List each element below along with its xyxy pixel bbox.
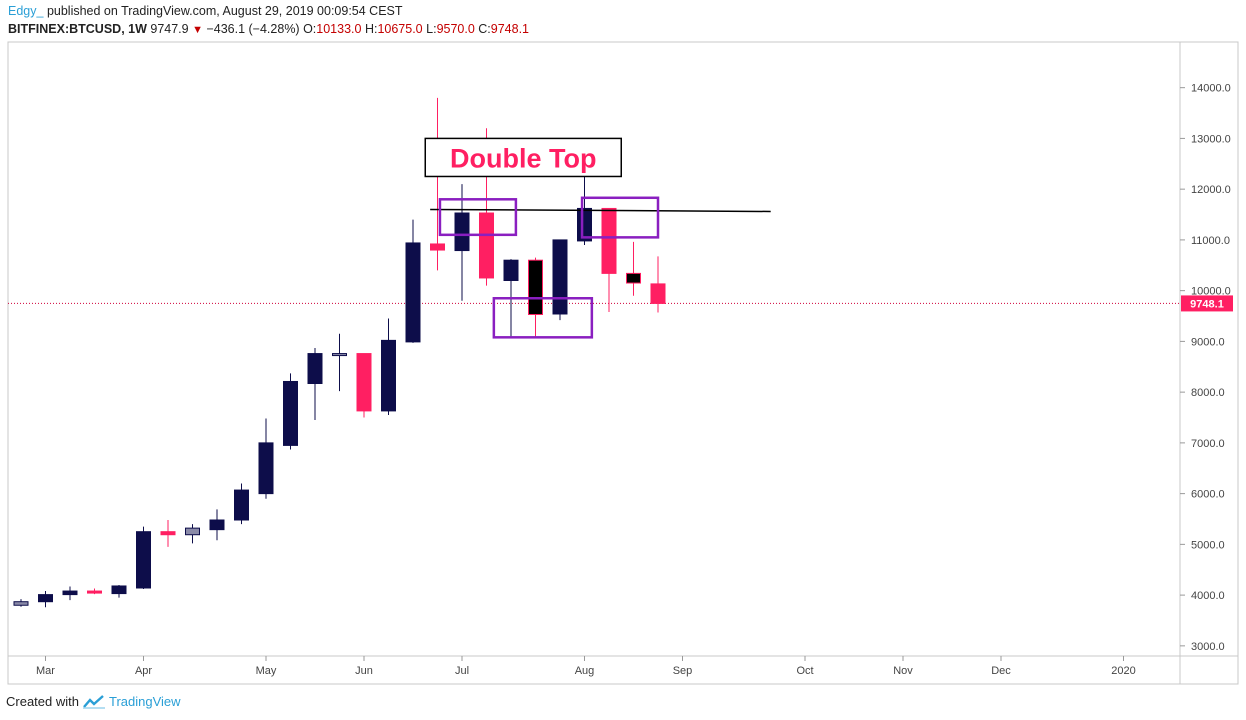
published-text: published on TradingView.com, August 29,… [46, 4, 403, 18]
x-tick-label: May [256, 665, 277, 677]
symbol-name: BITFINEX:BTCUSD, 1W [8, 22, 147, 36]
last-price-tag-text: 9748.1 [1190, 298, 1224, 310]
close-value: 9748.1 [490, 22, 530, 36]
candle-body [577, 207, 592, 242]
low-label: L: [426, 22, 437, 36]
author-link[interactable]: Edgy_ [8, 4, 44, 18]
chart-frame [7, 41, 1239, 685]
time-axis: Mar Apr May Jun Jul Aug Sep Oct Nov Dec 2020 [36, 656, 1136, 677]
open-value: 10133.0 [316, 22, 362, 36]
candle-body [209, 519, 225, 531]
last-price-label: 9748.1 [1181, 295, 1233, 312]
y-tick-label: 7000.0 [1191, 438, 1225, 450]
x-tick-label: 2020 [1111, 665, 1135, 677]
x-tick-label: Nov [893, 665, 913, 677]
y-tick-label: 5000.0 [1191, 539, 1225, 551]
y-tick-label: 3000.0 [1191, 641, 1225, 653]
x-tick-label: Oct [796, 665, 813, 677]
candle-body [503, 259, 519, 281]
candle-body [454, 212, 470, 252]
footer: Created with TradingView [6, 694, 181, 709]
pattern-highlight-box [438, 198, 518, 237]
created-with-text: Created with [6, 694, 79, 709]
candle-body [258, 442, 274, 495]
candle-body [160, 531, 176, 536]
y-tick-label: 9000.0 [1191, 336, 1225, 348]
candle-body [111, 585, 127, 595]
candle-body [601, 207, 617, 274]
publish-info: Edgy_ published on TradingView.com, Augu… [8, 4, 403, 18]
x-tick-label: Mar [36, 665, 55, 677]
candle-body [528, 259, 543, 315]
low-value: 9570.0 [436, 22, 475, 36]
y-tick-label: 11000.0 [1191, 235, 1230, 247]
price-chart[interactable]: 3000.0 4000.0 5000.0 6000.0 7000.0 8000.0 9000… [0, 0, 1246, 690]
pattern-highlight-box [492, 297, 594, 339]
x-tick-label: Apr [135, 665, 152, 677]
high-label: H: [364, 22, 378, 36]
symbol-legend: BITFINEX:BTCUSD, 1W 9747.9 ▼ −436.1 (−4.… [8, 22, 529, 36]
high-value: 10675.0 [377, 22, 423, 36]
close-label: C: [478, 22, 491, 36]
y-tick-label: 10000.0 [1191, 286, 1231, 298]
y-tick-label: 6000.0 [1191, 489, 1225, 501]
candle-body [405, 242, 421, 343]
tradingview-logo-icon [82, 694, 105, 709]
candle-body [307, 353, 323, 385]
candles [13, 97, 666, 608]
y-tick-label: 14000.0 [1191, 83, 1231, 95]
y-tick-label: 4000.0 [1191, 590, 1225, 602]
x-tick-label: Jun [355, 665, 373, 677]
candle-body [62, 590, 78, 596]
candle-body [650, 283, 666, 304]
candle-body [185, 527, 200, 536]
candle-body [87, 590, 102, 594]
x-tick-label: Dec [991, 665, 1011, 677]
candle-body [234, 489, 249, 521]
last-price-value: 9747.9 [150, 22, 189, 36]
open-label: O: [303, 22, 317, 36]
candle-body [13, 601, 29, 606]
price-change: −436.1 (−4.28%) [206, 22, 300, 36]
double-top-title-box [424, 137, 622, 178]
price-axis: 3000.0 4000.0 5000.0 6000.0 7000.0 8000.0 9000… [1180, 83, 1231, 653]
annotations: Double Top [424, 137, 771, 339]
candle-body [332, 353, 347, 357]
last-price-tag [1181, 295, 1233, 312]
candle-body [381, 339, 396, 412]
x-tick-label: Jul [455, 665, 469, 677]
candle-body [136, 531, 151, 589]
y-tick-label: 8000.0 [1191, 387, 1225, 399]
candle-body [38, 594, 53, 603]
tradingview-brand[interactable]: TradingView [108, 694, 181, 709]
candle-body [283, 380, 298, 446]
double-top-title: Double Top [450, 143, 596, 173]
candle-body [552, 239, 568, 315]
x-tick-label: Aug [575, 665, 595, 677]
candle-body [479, 212, 494, 279]
y-tick-label: 12000.0 [1191, 184, 1231, 196]
candle-body [356, 353, 372, 412]
y-tick-label: 13000.0 [1191, 133, 1231, 145]
resistance-line [430, 208, 771, 213]
candle-body [430, 243, 445, 251]
down-triangle-icon: ▼ [192, 24, 203, 36]
pattern-highlight-box [580, 196, 660, 239]
candle-body [626, 272, 641, 284]
x-tick-label: Sep [673, 665, 693, 677]
